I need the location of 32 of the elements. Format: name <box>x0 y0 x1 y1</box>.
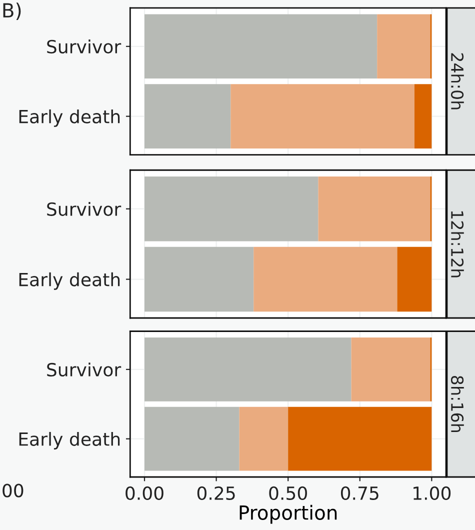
bar <box>397 246 432 312</box>
bar <box>351 337 430 402</box>
y-tick-label: Survivor <box>47 40 122 54</box>
y-tick-label: Survivor <box>47 362 122 377</box>
text: 24h:0h <box>450 53 464 110</box>
y-tick-label: Survivor <box>47 202 122 216</box>
x-axis-title: Proportion <box>240 504 337 524</box>
bar <box>318 176 430 242</box>
x-tick-label: 0.00 <box>126 486 164 500</box>
bar <box>414 84 432 148</box>
bar <box>144 14 378 79</box>
bar <box>144 337 352 402</box>
y-tick-label: Early death <box>19 272 120 290</box>
bar <box>377 14 430 79</box>
text: 8h:16h <box>450 376 464 432</box>
x-tick-label: 0.75 <box>340 486 378 500</box>
text: 00 <box>2 484 24 498</box>
text: B) <box>3 2 21 20</box>
bar <box>144 84 231 148</box>
bar <box>239 406 288 471</box>
bar <box>254 246 398 312</box>
y-tick-label: Early death <box>19 109 120 127</box>
x-tick-label: 1.00 <box>414 486 451 500</box>
y-tick-label: Early death <box>19 432 120 450</box>
bar <box>144 406 240 471</box>
bar <box>230 84 414 148</box>
bar <box>288 406 432 471</box>
bar <box>144 176 318 242</box>
bar <box>144 246 254 312</box>
x-tick-label: 0.50 <box>269 486 307 500</box>
x-tick-label: 0.25 <box>197 486 235 500</box>
text: 12h:12h <box>451 211 464 278</box>
